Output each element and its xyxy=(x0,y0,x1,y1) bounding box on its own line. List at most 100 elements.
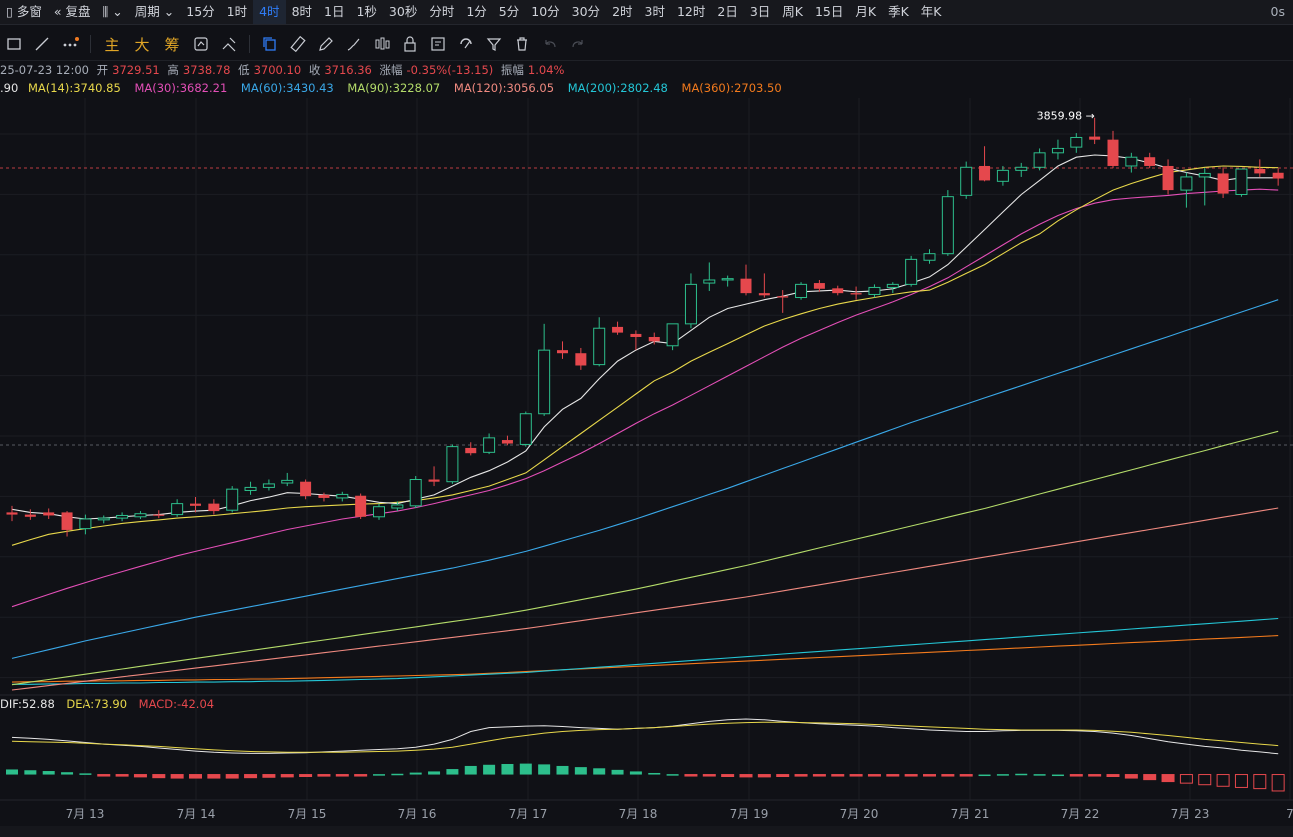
macd-bar xyxy=(299,774,313,778)
macd-bar xyxy=(61,772,74,775)
period-6[interactable]: 30秒 xyxy=(388,4,418,19)
large-order-button[interactable]: 大 xyxy=(134,35,150,54)
candle xyxy=(373,503,385,520)
candle xyxy=(153,510,165,519)
ruler-icon[interactable] xyxy=(284,30,312,58)
macd-bar xyxy=(501,763,514,775)
filter-icon[interactable] xyxy=(480,30,508,58)
redo-icon[interactable] xyxy=(564,30,592,58)
period-14[interactable]: 12时 xyxy=(676,4,706,19)
candle-body xyxy=(721,278,734,281)
period-13[interactable]: 3时 xyxy=(644,4,665,19)
magnet-icon[interactable] xyxy=(452,30,480,58)
lock-icon[interactable] xyxy=(396,30,424,58)
candle xyxy=(391,501,404,512)
candle-body xyxy=(1162,165,1174,191)
period-9[interactable]: 5分 xyxy=(498,4,520,19)
ma120-legend: MA(120):3056.05 xyxy=(453,81,555,95)
period-2[interactable]: 4时 xyxy=(253,0,286,24)
draw-tool-icon[interactable] xyxy=(215,30,243,58)
macd-bar xyxy=(757,774,771,778)
macd_dif-line xyxy=(11,718,1279,755)
dif-legend: DIF:52.88 xyxy=(0,697,55,711)
candle-body xyxy=(318,494,330,498)
period-12[interactable]: 2时 xyxy=(612,4,633,19)
chart-type-button[interactable]: ⫼ ⌄ xyxy=(97,0,129,24)
candle xyxy=(355,493,367,519)
period-4[interactable]: 1日 xyxy=(324,4,345,19)
line-tool-icon[interactable] xyxy=(28,30,56,58)
main-indicator-button[interactable]: 主 xyxy=(104,35,120,54)
candle xyxy=(758,273,770,298)
undo-icon[interactable] xyxy=(536,30,564,58)
period-18[interactable]: 15日 xyxy=(814,4,844,19)
period-0[interactable]: 15分 xyxy=(186,4,215,19)
macd-bar xyxy=(335,774,349,777)
drawing-toolbar: 主 大 筹 xyxy=(0,28,1293,61)
period-dropdown[interactable]: 周期 ⌄ xyxy=(134,4,175,19)
candle-body xyxy=(593,327,606,366)
candle-body xyxy=(428,479,440,482)
period-11[interactable]: 30分 xyxy=(571,4,601,19)
candle xyxy=(171,499,184,517)
candle xyxy=(575,347,587,370)
macd-bar xyxy=(849,774,863,777)
ma90-legend: MA(90):3228.07 xyxy=(347,81,441,95)
candle xyxy=(519,411,532,447)
period-20[interactable]: 季K xyxy=(888,4,909,19)
period-1[interactable]: 1时 xyxy=(226,4,248,19)
candle-body xyxy=(1089,136,1101,140)
period-21[interactable]: 年K xyxy=(920,4,942,19)
brush-icon[interactable] xyxy=(340,30,368,58)
note-icon[interactable] xyxy=(424,30,452,58)
period-8[interactable]: 1分 xyxy=(466,4,487,19)
candle xyxy=(777,290,789,313)
candle-body xyxy=(1107,139,1119,166)
candle-body xyxy=(134,513,147,518)
macd-bar xyxy=(6,769,18,775)
candle-body xyxy=(740,278,752,294)
period-16[interactable]: 3日 xyxy=(749,4,771,19)
candle xyxy=(941,190,954,256)
chip-distribution-button[interactable]: 筹 xyxy=(164,35,180,54)
candle-body xyxy=(666,323,679,347)
macd-bar xyxy=(721,774,735,778)
candle xyxy=(1198,168,1211,206)
ma360-legend: MA(360):2703.50 xyxy=(681,81,782,95)
period-19[interactable]: 月K xyxy=(855,4,877,19)
period-3[interactable]: 8时 xyxy=(291,4,313,19)
period-10[interactable]: 10分 xyxy=(531,4,560,19)
candle xyxy=(428,466,440,487)
candle xyxy=(483,433,496,455)
candles-icon[interactable] xyxy=(368,30,396,58)
candle xyxy=(409,476,422,509)
indicator-settings-icon[interactable] xyxy=(187,30,215,58)
multi-window-button[interactable]: ▯ 多窗 xyxy=(6,4,42,19)
candle-body xyxy=(465,447,477,454)
candle xyxy=(721,275,734,287)
period-17[interactable]: 周K xyxy=(782,4,803,19)
copy-tool-icon[interactable] xyxy=(256,30,284,58)
candle-body xyxy=(1125,156,1138,167)
candle xyxy=(850,286,862,300)
x-axis-label: 7月 21 xyxy=(951,807,990,821)
rectangle-tool-icon[interactable] xyxy=(0,30,28,58)
period-7[interactable]: 分时 xyxy=(429,4,455,19)
pen-icon[interactable] xyxy=(312,30,340,58)
more-tools-icon[interactable] xyxy=(56,30,84,58)
x-axis-label: 7月 17 xyxy=(509,807,548,821)
macd-bar xyxy=(941,774,955,777)
candle xyxy=(1051,139,1064,160)
macd-bar xyxy=(593,768,606,775)
ma90-line xyxy=(11,430,1279,686)
candle xyxy=(593,317,606,367)
chevron-down-icon: ⌄ xyxy=(163,4,175,19)
macd-bar xyxy=(959,774,973,777)
trash-icon[interactable] xyxy=(508,30,536,58)
ma60-legend: MA(60):3430.43 xyxy=(240,81,334,95)
ohlc-info: 25-07-23 12:00 开 3729.51 高 3738.78 低 3700.1… xyxy=(0,63,565,77)
period-5[interactable]: 1秒 xyxy=(356,4,377,19)
period-15[interactable]: 2日 xyxy=(717,4,738,19)
replay-button[interactable]: « 复盘 xyxy=(53,4,91,19)
